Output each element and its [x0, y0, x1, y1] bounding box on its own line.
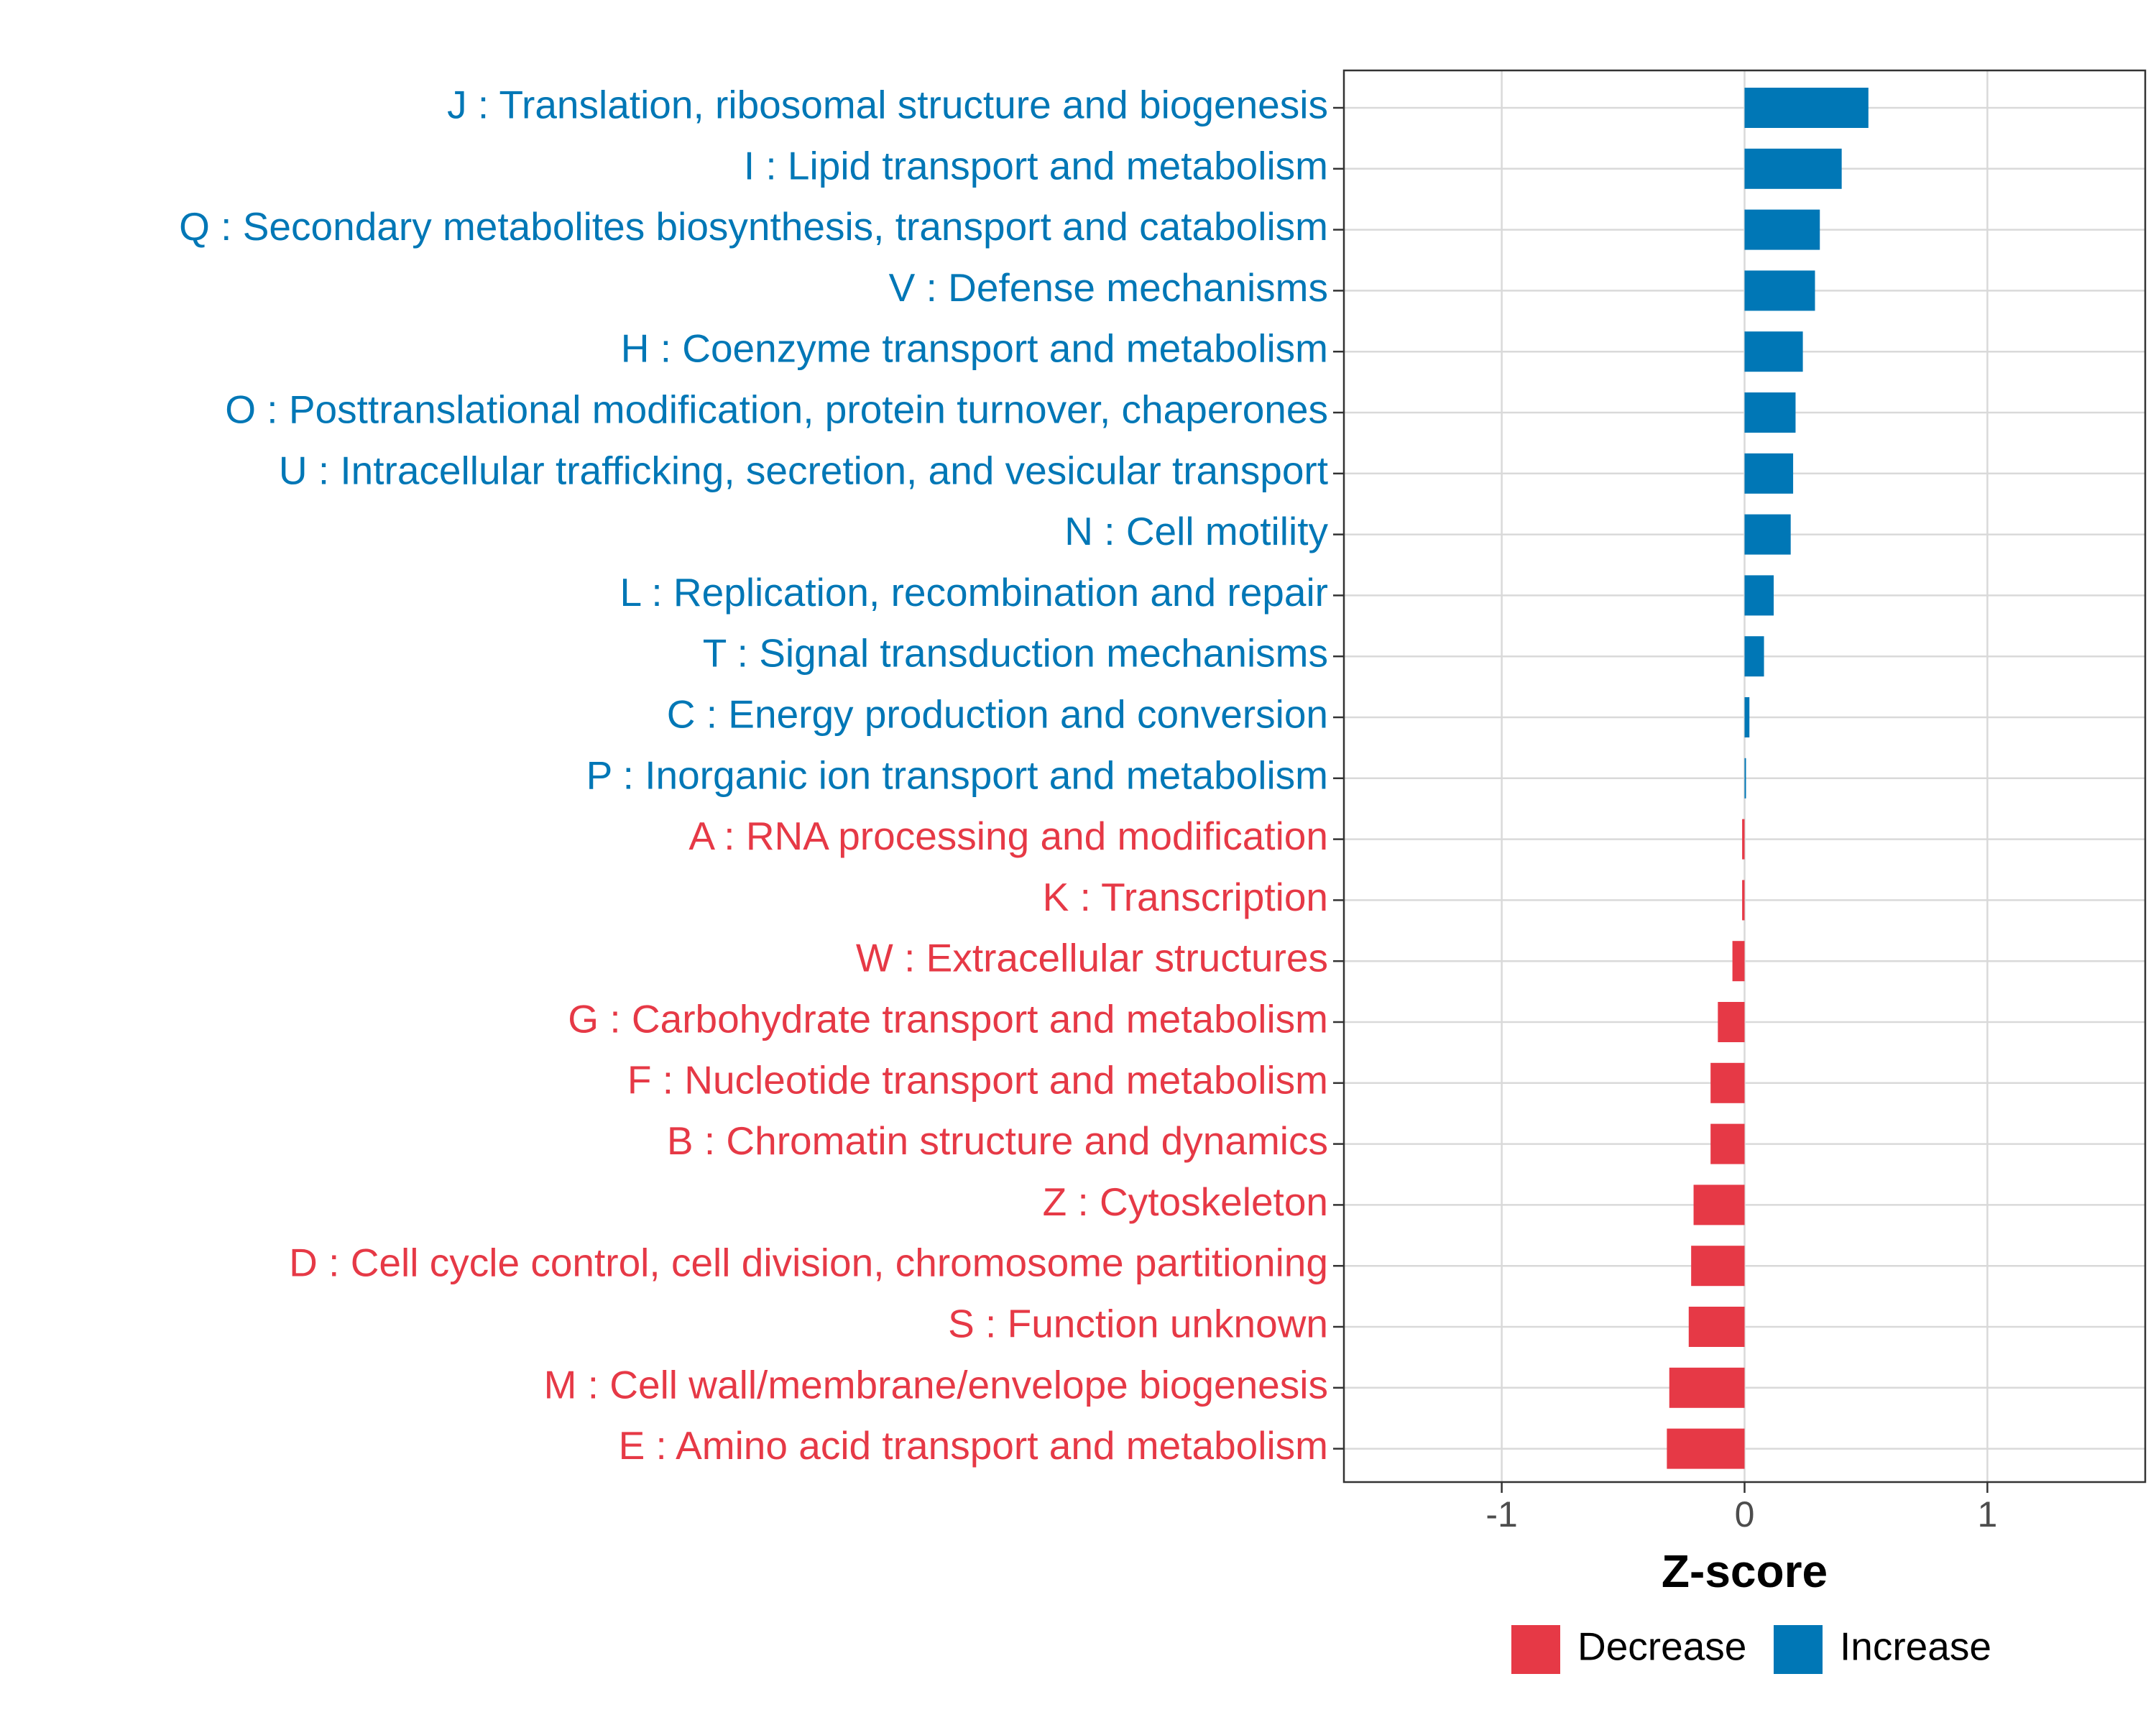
legend-swatch-increase — [1774, 1625, 1823, 1674]
bar — [1744, 758, 1746, 799]
category-label: T : Signal transduction mechanisms — [703, 631, 1328, 676]
bar — [1742, 819, 1745, 860]
bar — [1744, 209, 1820, 250]
category-label: V : Defense mechanisms — [889, 265, 1328, 310]
category-label: M : Cell wall/membrane/envelope biogenes… — [544, 1362, 1328, 1407]
x-tick-label: 0 — [1735, 1494, 1755, 1535]
bar — [1669, 1367, 1745, 1408]
category-label: Z : Cytoskeleton — [1043, 1179, 1328, 1224]
bar — [1744, 392, 1796, 433]
category-label: H : Coenzyme transport and metabolism — [621, 326, 1328, 371]
category-label: J : Translation, ribosomal structure and… — [447, 83, 1328, 127]
category-label: F : Nucleotide transport and metabolism — [627, 1057, 1328, 1102]
bar — [1693, 1184, 1745, 1225]
category-label: U : Intracellular trafficking, secretion… — [279, 448, 1328, 492]
x-tick-label: -1 — [1485, 1494, 1517, 1535]
category-label: L : Replication, recombination and repai… — [620, 570, 1328, 615]
bar — [1710, 1123, 1745, 1164]
bars — [1667, 88, 1869, 1469]
x-tick-label: 1 — [1977, 1494, 1997, 1535]
bar — [1732, 941, 1745, 982]
category-label: N : Cell motility — [1064, 509, 1328, 553]
bar — [1744, 636, 1764, 677]
y-axis-ticks — [1333, 106, 1344, 1450]
bar — [1691, 1246, 1745, 1287]
bar — [1744, 331, 1803, 372]
bar — [1742, 880, 1745, 921]
category-label: I : Lipid transport and metabolism — [744, 143, 1328, 188]
category-label: W : Extracellular structures — [856, 936, 1328, 980]
legend: Decrease Increase — [1511, 1624, 1991, 1674]
category-label: P : Inorganic ion transport and metaboli… — [586, 753, 1328, 797]
bar — [1744, 148, 1842, 189]
category-label: D : Cell cycle control, cell division, c… — [289, 1241, 1328, 1285]
bar — [1688, 1307, 1745, 1347]
x-axis-ticks: -1 0 1 — [1485, 1482, 1997, 1535]
category-label: C : Energy production and conversion — [667, 692, 1328, 737]
bar — [1744, 514, 1791, 555]
category-label: K : Transcription — [1043, 875, 1328, 919]
bar — [1718, 1002, 1745, 1042]
legend-label-increase: Increase — [1840, 1624, 1991, 1669]
bar — [1744, 270, 1815, 311]
legend-label-decrease: Decrease — [1577, 1624, 1746, 1669]
x-axis-title: Z-score — [1662, 1545, 1828, 1597]
category-label: G : Carbohydrate transport and metabolis… — [568, 997, 1328, 1041]
legend-swatch-decrease — [1511, 1625, 1560, 1674]
bar — [1667, 1428, 1745, 1469]
bar — [1744, 575, 1774, 616]
category-label: B : Chromatin structure and dynamics — [667, 1118, 1328, 1163]
bar — [1710, 1062, 1745, 1103]
category-label: E : Amino acid transport and metabolism — [619, 1423, 1328, 1468]
bar — [1744, 453, 1794, 494]
category-label: S : Function unknown — [948, 1302, 1328, 1346]
category-label: A : RNA processing and modification — [688, 814, 1328, 858]
bar — [1744, 88, 1869, 128]
category-label: Q : Secondary metabolites biosynthesis, … — [179, 204, 1328, 249]
category-label: O : Posttranslational modification, prot… — [225, 387, 1328, 432]
category-labels: J : Translation, ribosomal structure and… — [179, 83, 1328, 1468]
bar — [1744, 697, 1750, 737]
